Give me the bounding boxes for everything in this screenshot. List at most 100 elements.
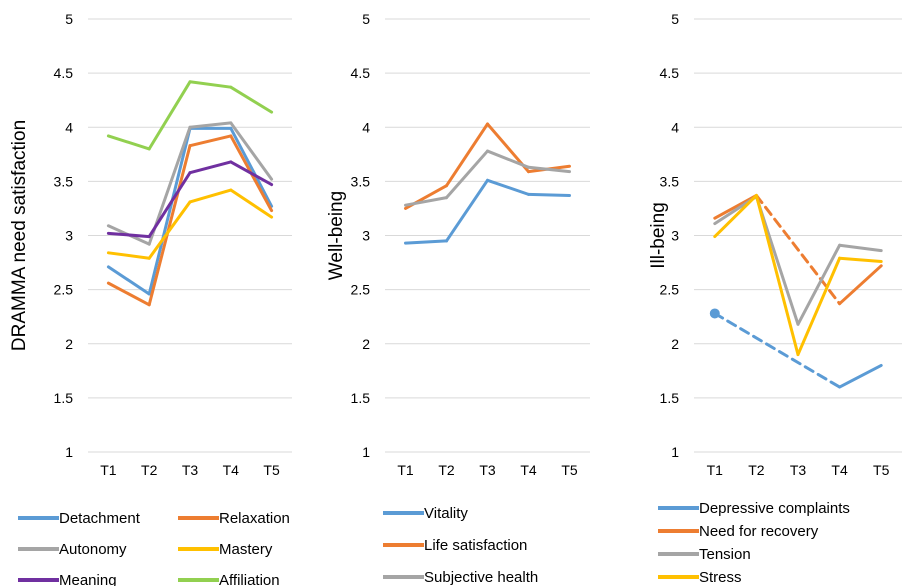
x-tick-label: T1 (707, 462, 724, 478)
series-marker (709, 308, 720, 319)
y-tick-label: 1 (65, 444, 73, 460)
series-line-segment (229, 121, 274, 181)
y-tick-label: 3.5 (54, 173, 74, 189)
y-tick-label: 2 (362, 336, 370, 352)
y-tick-label: 2.5 (660, 282, 680, 298)
series-line-segment (404, 196, 448, 207)
legend-entry: Affiliation (219, 572, 280, 586)
y-tick-label: 4.5 (351, 65, 371, 81)
y-tick-label: 4 (65, 119, 73, 135)
series-line-segment (106, 134, 151, 151)
legend-entry: Tension (699, 546, 751, 563)
series-line-segment (106, 281, 151, 307)
x-tick-label: T3 (479, 462, 496, 478)
series-line-segment (229, 85, 274, 114)
y-tick-label: 3.5 (351, 173, 371, 189)
chart-panel-2: 1 1.5 2 2.5 3 3.5 4 4.5 5 T1 T2 T3 T4 T5 Well-being Vit… (326, 11, 590, 586)
series-line-segment (147, 80, 192, 151)
y-axis-label: Well-being (326, 191, 347, 280)
legend-entry: Stress (699, 569, 742, 586)
series-line-segment (796, 243, 842, 326)
x-tick-label: T2 (141, 462, 158, 478)
chart-panel-3: 1 1.5 2 2.5 3 3.5 4 4.5 5 T1 T2 T3 T4 T5 Ill-being Depr… (648, 11, 902, 586)
series-line-segment (445, 149, 489, 200)
series-line-segment (188, 134, 233, 148)
series-line-segment (754, 193, 800, 357)
legend-entry: Detachment (59, 510, 141, 527)
series-line-segment (713, 193, 758, 220)
series-line-segment (527, 192, 571, 197)
series-line-segment (229, 160, 274, 187)
y-axis-label: DRAMMA need satisfaction (9, 120, 30, 351)
series-line-segment (147, 171, 192, 239)
x-tick-label: T4 (520, 462, 537, 478)
x-tick-label: T5 (561, 462, 578, 478)
y-tick-label: 3.5 (660, 173, 680, 189)
x-tick-label: T5 (873, 462, 890, 478)
series-line-segment (838, 363, 883, 389)
y-tick-label: 2.5 (54, 282, 74, 298)
legend-entry: Life satisfaction (424, 537, 527, 554)
y-tick-label: 4.5 (660, 65, 680, 81)
y-tick-label: 1 (671, 444, 679, 460)
y-tick-label: 1.5 (660, 390, 680, 406)
series-line-segment (445, 178, 489, 243)
series-line-segment (796, 256, 842, 357)
series-line-segment (188, 80, 233, 89)
legend-entry: Vitality (424, 505, 468, 522)
y-tick-label: 4.5 (54, 65, 74, 81)
y-tick-label: 5 (65, 11, 73, 27)
legend-entry: Need for recovery (699, 523, 819, 540)
y-tick-label: 5 (671, 11, 679, 27)
legend-entry: Meaning (59, 572, 117, 586)
x-tick-label: T2 (748, 462, 765, 478)
legend-entry: Relaxation (219, 510, 290, 527)
series-line-segment (229, 126, 274, 208)
series-line-segment (486, 149, 530, 169)
y-tick-label: 3 (362, 228, 370, 244)
series-line-segment (838, 256, 883, 263)
series-line-segment (445, 122, 489, 188)
legend-entry: Depressive complaints (699, 500, 850, 517)
y-tick-label: 4 (671, 119, 679, 135)
y-tick-label: 5 (362, 11, 370, 27)
legend-entry: Mastery (219, 541, 273, 558)
x-tick-label: T3 (182, 462, 199, 478)
series-line-segment (147, 200, 192, 260)
legend-entry: Autonomy (59, 541, 127, 558)
y-axis-label: Ill-being (648, 202, 669, 269)
series-line-segment (404, 239, 448, 245)
y-tick-label: 2 (671, 336, 679, 352)
series-line-segment (188, 160, 233, 175)
series-line-segment (713, 311, 842, 389)
series-line-segment (713, 193, 758, 239)
x-tick-label: T3 (790, 462, 807, 478)
series-line-segment (838, 243, 883, 253)
series-line-segment (188, 188, 233, 204)
y-tick-label: 3 (65, 228, 73, 244)
y-tick-label: 1.5 (351, 390, 371, 406)
series-line-segment (147, 126, 192, 296)
series-line-segment (147, 144, 192, 307)
x-tick-label: T1 (397, 462, 414, 478)
x-tick-label: T2 (438, 462, 455, 478)
series-line-segment (527, 165, 571, 174)
chart-panel-1: 1 1.5 2 2.5 3 3.5 4 4.5 5 T1 T2 T3 T4 T5 DRAMMA need s… (9, 11, 292, 586)
series-line-segment (106, 265, 151, 296)
series-line-segment (229, 188, 274, 219)
series-line-segment (838, 264, 883, 306)
series-line-segment (106, 231, 151, 239)
series-line-segment (188, 121, 233, 129)
y-tick-label: 1.5 (54, 390, 74, 406)
x-tick-label: T4 (223, 462, 240, 478)
y-tick-label: 2.5 (351, 282, 371, 298)
legend-entry: Subjective health (424, 569, 538, 586)
x-tick-label: T4 (831, 462, 848, 478)
series-line-segment (754, 193, 842, 306)
x-tick-label: T1 (100, 462, 117, 478)
y-tick-label: 4 (362, 119, 370, 135)
x-tick-label: T5 (263, 462, 280, 478)
y-tick-label: 2 (65, 336, 73, 352)
series-line-segment (486, 178, 530, 196)
